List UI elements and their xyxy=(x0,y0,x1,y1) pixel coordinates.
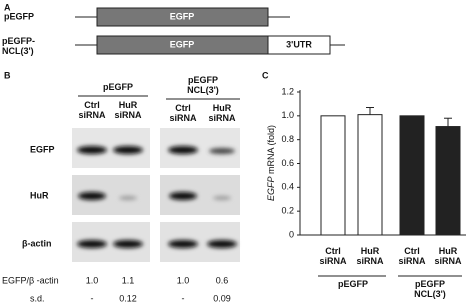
y-axis-unit: mRNA (fold) xyxy=(266,125,276,174)
lane-label: HuR siRNA xyxy=(114,100,142,120)
band xyxy=(213,196,231,200)
y-tick-label: 0.4 xyxy=(281,182,294,192)
lane-label: HuR siRNA xyxy=(208,103,236,123)
x-tick-label: HuR siRNA xyxy=(434,246,462,266)
band xyxy=(168,240,198,248)
bar xyxy=(357,114,383,236)
sd: 0.12 xyxy=(119,293,137,303)
row-label: β-actin xyxy=(22,238,52,248)
panel-letter: C xyxy=(262,70,269,80)
row-label: EGFP xyxy=(30,144,55,154)
sd: - xyxy=(182,293,185,303)
group-label: pEGFP NCL(3') xyxy=(187,75,219,95)
group-label: pEGFP xyxy=(102,82,133,92)
egfp-box xyxy=(96,7,269,27)
sd: 0.09 xyxy=(213,293,231,303)
row-label: HuR xyxy=(30,190,49,200)
quant: 1.0 xyxy=(86,275,99,285)
lane-label: Ctrl siRNA xyxy=(78,100,106,120)
construct-name: pEGFP-NCL(3') xyxy=(2,36,35,56)
band xyxy=(169,192,197,200)
bar xyxy=(399,115,425,236)
y-axis-gene: EGFP xyxy=(266,177,276,202)
box-label: 3'UTR xyxy=(286,39,312,49)
band xyxy=(77,240,107,248)
panel-letter: B xyxy=(4,70,11,80)
utr-box xyxy=(267,35,331,55)
sd: - xyxy=(91,293,94,303)
group-label: pEGFP xyxy=(337,279,368,289)
y-tick-label: 1.0 xyxy=(281,110,294,120)
bar xyxy=(435,126,461,236)
quant: 1.0 xyxy=(177,275,190,285)
y-tick-label: 0.6 xyxy=(281,158,294,168)
y-tick-label: 0 xyxy=(289,229,294,239)
y-axis-title: EGFP mRNA (fold) xyxy=(266,125,276,201)
quant: 1.1 xyxy=(122,275,135,285)
y-tick-label: 1.2 xyxy=(281,86,294,96)
box-label: EGFP xyxy=(170,11,195,21)
x-tick-label: Ctrl siRNA xyxy=(319,246,347,266)
x-tick-label: Ctrl siRNA xyxy=(398,246,426,266)
sd-label: s.d. xyxy=(30,293,45,303)
box-label: EGFP xyxy=(170,39,195,49)
band xyxy=(77,146,107,154)
band xyxy=(78,192,106,200)
bar xyxy=(320,115,346,236)
construct-name: pEGFP xyxy=(4,11,34,21)
band xyxy=(168,146,198,154)
band xyxy=(113,146,143,154)
panel-letter: A xyxy=(4,2,11,12)
x-tick-label: HuR siRNA xyxy=(356,246,384,266)
quant-label: EGFP/β -actin xyxy=(2,275,59,285)
band xyxy=(113,240,143,248)
y-tick-label: 0.8 xyxy=(281,134,294,144)
band xyxy=(119,196,137,200)
y-tick-label: 0.2 xyxy=(281,206,294,216)
group-label: pEGFP NCL(3') xyxy=(414,279,446,299)
quant: 0.6 xyxy=(216,275,229,285)
band xyxy=(207,240,237,248)
band xyxy=(209,148,235,154)
gels xyxy=(72,128,240,262)
lane-label: Ctrl siRNA xyxy=(169,103,197,123)
